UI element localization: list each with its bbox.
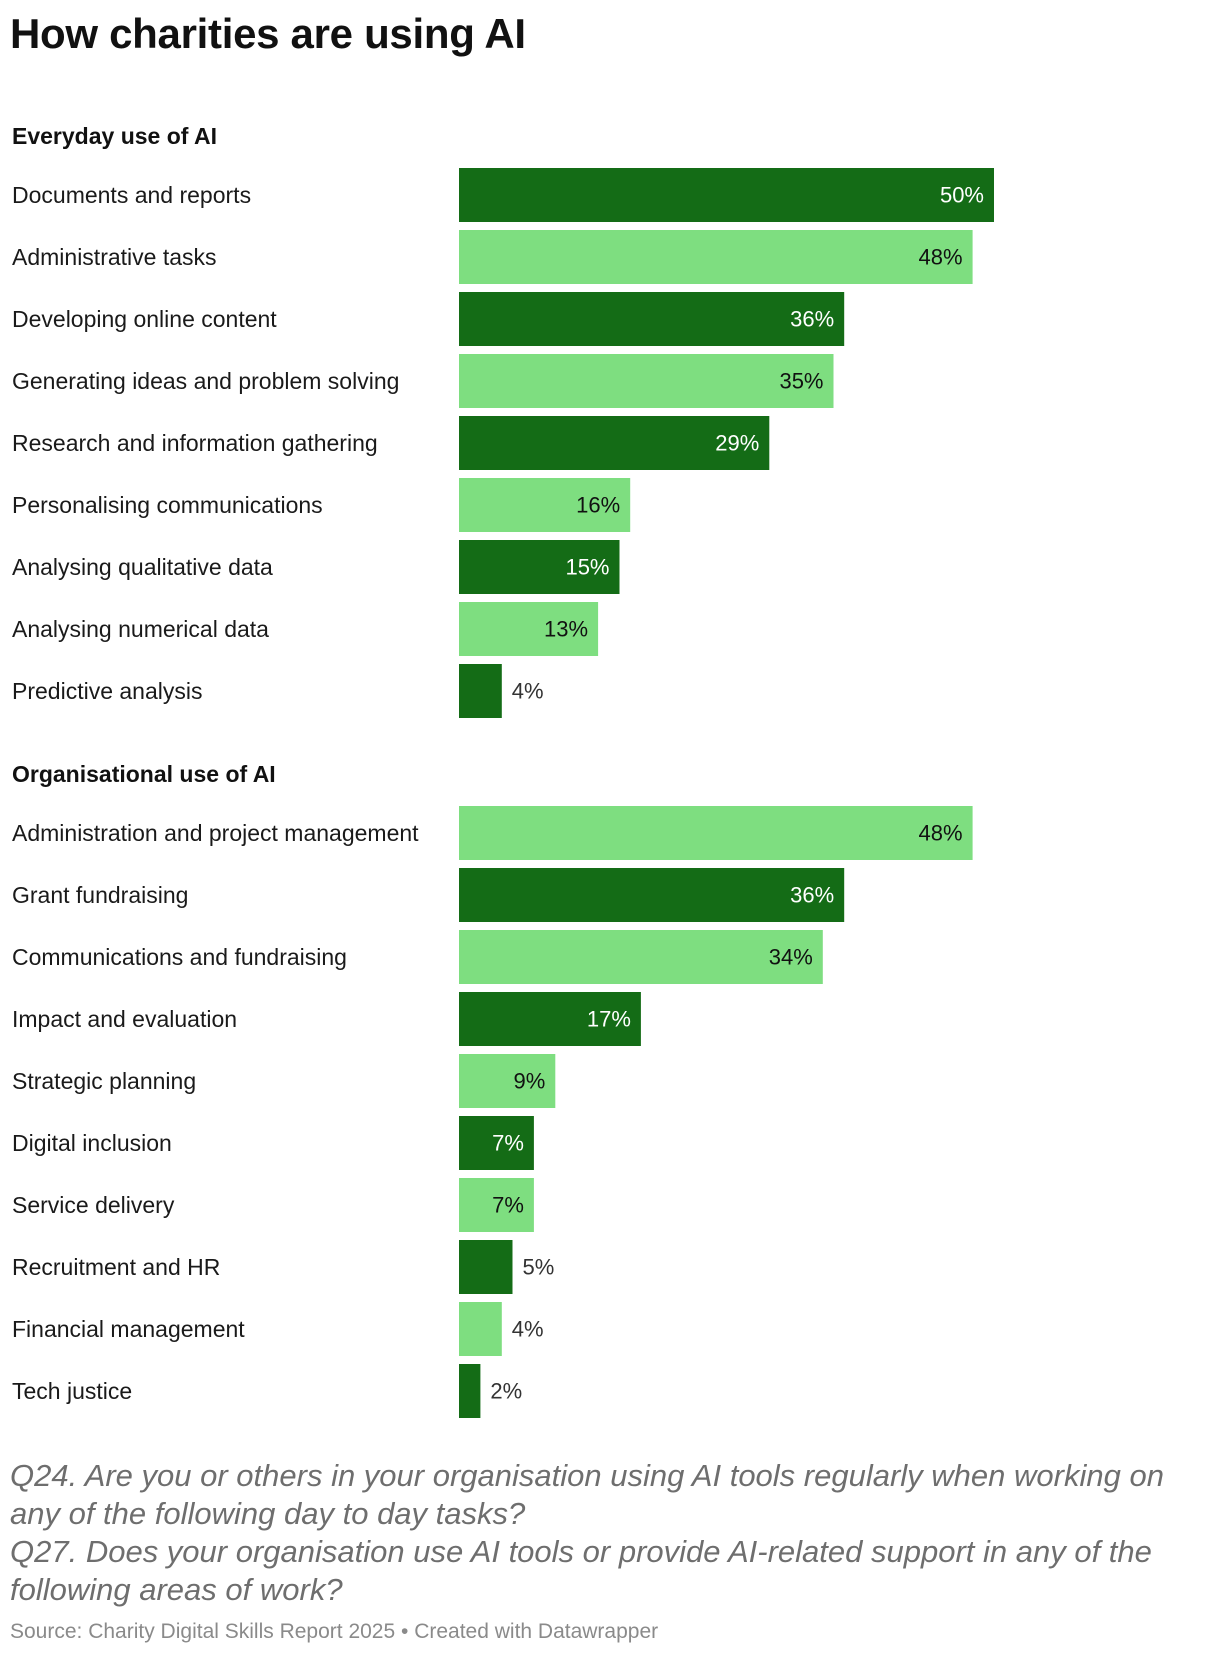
bar (459, 930, 823, 984)
value-label: 2% (490, 1379, 522, 1404)
bar (459, 1302, 502, 1356)
value-label: 5% (523, 1255, 555, 1280)
source-line: Source: Charity Digital Skills Report 20… (10, 1620, 659, 1643)
value-label: 48% (919, 245, 963, 270)
category-label: Research and information gathering (12, 430, 378, 456)
category-label: Impact and evaluation (12, 1006, 237, 1032)
value-label: 48% (919, 821, 963, 846)
value-label: 4% (512, 1317, 544, 1342)
value-label: 9% (514, 1069, 546, 1094)
note-q27: Q27. Does your organisation use AI tools… (10, 1534, 1152, 1607)
category-label: Administration and project management (12, 820, 419, 846)
category-label: Tech justice (12, 1378, 132, 1404)
value-label: 29% (715, 431, 759, 456)
bar (459, 1116, 534, 1170)
value-label: 13% (544, 617, 588, 642)
bar (459, 664, 502, 718)
category-label: Communications and fundraising (12, 944, 347, 970)
value-label: 7% (492, 1193, 524, 1218)
bar (459, 868, 845, 922)
note-q24: Q24. Are you or others in your organisat… (10, 1458, 1164, 1531)
bar (459, 168, 994, 222)
bar (459, 478, 631, 532)
bar (459, 540, 620, 594)
bar (459, 1364, 481, 1418)
category-label: Recruitment and HR (12, 1254, 220, 1280)
category-label: Analysing qualitative data (12, 554, 273, 580)
bar (459, 230, 973, 284)
category-label: Service delivery (12, 1192, 175, 1218)
category-label: Strategic planning (12, 1068, 196, 1094)
value-label: 34% (769, 945, 813, 970)
category-label: Documents and reports (12, 182, 251, 208)
bar (459, 1240, 513, 1294)
bar (459, 1178, 534, 1232)
value-label: 16% (576, 493, 620, 518)
bar (459, 992, 641, 1046)
value-label: 36% (790, 883, 834, 908)
value-label: 15% (565, 555, 609, 580)
section-title: Organisational use of AI (12, 761, 276, 787)
bar (459, 602, 599, 656)
chart-section-2: Organisational use of AI Administration a… (12, 761, 973, 1418)
category-label: Generating ideas and problem solving (12, 368, 399, 394)
bar (459, 806, 973, 860)
chart-notes: Q24. Are you or others in your organisat… (10, 1457, 1205, 1609)
bar (459, 292, 845, 346)
value-label: 4% (512, 679, 544, 704)
section-title: Everyday use of AI (12, 123, 217, 149)
category-label: Digital inclusion (12, 1130, 172, 1156)
value-label: 35% (779, 369, 823, 394)
category-label: Personalising communications (12, 492, 323, 518)
value-label: 36% (790, 307, 834, 332)
value-label: 50% (940, 183, 984, 208)
category-label: Predictive analysis (12, 678, 202, 704)
category-label: Financial management (12, 1316, 245, 1342)
chart-section-1: Everyday use of AI Documents and reports 5… (12, 123, 994, 718)
bar-chart: Everyday use of AI Documents and reports 5… (12, 123, 994, 1418)
chart-title: How charities are using AI (10, 10, 526, 57)
category-label: Administrative tasks (12, 244, 217, 270)
value-label: 7% (492, 1131, 524, 1156)
category-label: Grant fundraising (12, 882, 188, 908)
value-label: 17% (587, 1007, 631, 1032)
category-label: Developing online content (12, 306, 277, 332)
bar (459, 416, 770, 470)
bar (459, 354, 834, 408)
category-label: Analysing numerical data (12, 616, 269, 642)
bar (459, 1054, 556, 1108)
